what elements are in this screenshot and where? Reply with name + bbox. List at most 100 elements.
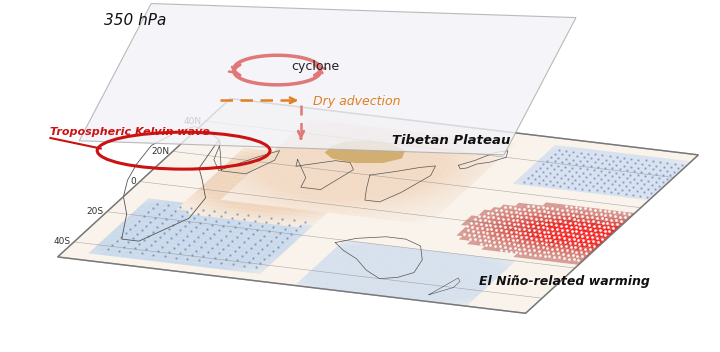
Polygon shape bbox=[320, 143, 329, 146]
Polygon shape bbox=[106, 252, 116, 256]
Polygon shape bbox=[342, 134, 351, 138]
Polygon shape bbox=[503, 263, 512, 268]
Polygon shape bbox=[398, 200, 408, 203]
Polygon shape bbox=[354, 289, 364, 293]
Polygon shape bbox=[421, 166, 431, 170]
Polygon shape bbox=[271, 225, 280, 228]
Polygon shape bbox=[298, 162, 308, 166]
Polygon shape bbox=[639, 181, 649, 185]
Polygon shape bbox=[408, 215, 417, 219]
Polygon shape bbox=[395, 294, 405, 298]
Polygon shape bbox=[381, 289, 390, 293]
Polygon shape bbox=[118, 254, 127, 258]
Polygon shape bbox=[465, 157, 474, 161]
Polygon shape bbox=[281, 142, 290, 145]
Polygon shape bbox=[307, 284, 316, 288]
Polygon shape bbox=[240, 246, 249, 250]
Polygon shape bbox=[219, 247, 228, 251]
Polygon shape bbox=[582, 185, 591, 189]
Polygon shape bbox=[440, 278, 449, 282]
Polygon shape bbox=[563, 227, 572, 231]
Polygon shape bbox=[257, 175, 266, 179]
Polygon shape bbox=[379, 131, 388, 136]
Polygon shape bbox=[647, 193, 656, 197]
Polygon shape bbox=[426, 192, 436, 196]
Polygon shape bbox=[596, 227, 606, 231]
Polygon shape bbox=[410, 219, 420, 223]
Polygon shape bbox=[471, 293, 480, 296]
Polygon shape bbox=[626, 194, 635, 198]
Polygon shape bbox=[533, 205, 543, 209]
Polygon shape bbox=[240, 184, 250, 188]
Polygon shape bbox=[318, 267, 328, 271]
Polygon shape bbox=[378, 249, 388, 252]
Polygon shape bbox=[407, 259, 416, 263]
Polygon shape bbox=[469, 226, 479, 231]
Polygon shape bbox=[238, 199, 248, 203]
Polygon shape bbox=[461, 149, 470, 152]
Polygon shape bbox=[135, 238, 145, 241]
Polygon shape bbox=[240, 228, 249, 232]
Polygon shape bbox=[214, 221, 223, 225]
Polygon shape bbox=[383, 256, 392, 260]
Polygon shape bbox=[282, 171, 292, 175]
Polygon shape bbox=[355, 264, 364, 268]
Polygon shape bbox=[395, 184, 404, 189]
Polygon shape bbox=[419, 144, 428, 147]
Text: 0: 0 bbox=[130, 177, 136, 186]
Polygon shape bbox=[439, 285, 449, 289]
Polygon shape bbox=[212, 254, 221, 258]
Polygon shape bbox=[562, 234, 571, 238]
Polygon shape bbox=[277, 218, 287, 222]
Polygon shape bbox=[343, 127, 353, 131]
Polygon shape bbox=[448, 173, 457, 177]
Polygon shape bbox=[286, 186, 295, 190]
Polygon shape bbox=[396, 214, 405, 218]
Polygon shape bbox=[557, 226, 567, 230]
Polygon shape bbox=[438, 256, 447, 259]
Polygon shape bbox=[139, 216, 148, 220]
Polygon shape bbox=[531, 256, 541, 260]
Polygon shape bbox=[450, 140, 459, 144]
Polygon shape bbox=[211, 199, 220, 203]
Polygon shape bbox=[145, 235, 155, 239]
Polygon shape bbox=[378, 157, 387, 161]
Polygon shape bbox=[477, 140, 487, 144]
Polygon shape bbox=[359, 253, 369, 257]
Polygon shape bbox=[275, 177, 284, 181]
Polygon shape bbox=[564, 238, 574, 242]
Polygon shape bbox=[130, 219, 139, 222]
Polygon shape bbox=[364, 287, 373, 291]
Polygon shape bbox=[532, 212, 541, 216]
Polygon shape bbox=[543, 257, 552, 261]
Polygon shape bbox=[257, 157, 266, 161]
Polygon shape bbox=[492, 237, 501, 240]
Polygon shape bbox=[152, 228, 161, 232]
Polygon shape bbox=[161, 215, 170, 219]
Polygon shape bbox=[447, 136, 456, 140]
Polygon shape bbox=[189, 226, 198, 230]
Polygon shape bbox=[310, 281, 320, 284]
Polygon shape bbox=[504, 238, 513, 242]
Polygon shape bbox=[305, 156, 315, 159]
Polygon shape bbox=[345, 175, 354, 179]
Polygon shape bbox=[525, 237, 534, 241]
Polygon shape bbox=[587, 230, 596, 234]
Polygon shape bbox=[290, 212, 300, 216]
Polygon shape bbox=[239, 173, 248, 177]
Polygon shape bbox=[246, 174, 255, 178]
Polygon shape bbox=[536, 220, 546, 224]
Polygon shape bbox=[443, 183, 452, 187]
Polygon shape bbox=[233, 172, 243, 176]
Polygon shape bbox=[605, 151, 614, 155]
Polygon shape bbox=[312, 266, 322, 270]
Polygon shape bbox=[188, 233, 197, 237]
Polygon shape bbox=[299, 217, 308, 221]
Polygon shape bbox=[344, 157, 354, 161]
Polygon shape bbox=[302, 177, 312, 181]
Polygon shape bbox=[261, 165, 271, 169]
Polygon shape bbox=[398, 254, 408, 258]
Polygon shape bbox=[426, 272, 436, 276]
Polygon shape bbox=[418, 206, 428, 210]
Polygon shape bbox=[491, 244, 500, 247]
